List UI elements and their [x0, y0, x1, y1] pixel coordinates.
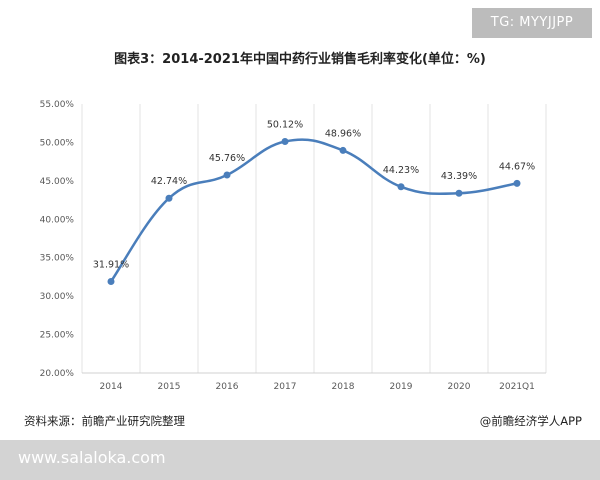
data-point [281, 138, 289, 146]
data-point [455, 189, 463, 197]
watermark-badge: TG: MYYJJPP [472, 8, 592, 38]
y-tick-label: 20.00% [40, 369, 75, 379]
data-label: 44.23% [383, 165, 419, 176]
data-label: 48.96% [325, 128, 361, 139]
source-note: 资料来源：前瞻产业研究院整理 [24, 414, 185, 428]
x-tick-label: 2017 [274, 382, 297, 392]
data-point [397, 183, 405, 191]
y-tick-label: 55.00% [40, 100, 75, 110]
y-tick-label: 30.00% [40, 292, 75, 302]
data-point [107, 277, 115, 285]
site-url: www.salaloka.com [18, 448, 166, 467]
x-tick-label: 2015 [158, 382, 181, 392]
y-tick-label: 40.00% [40, 215, 75, 225]
x-tick-label: 2020 [448, 382, 471, 392]
line-chart: 20.00% 25.00% 30.00% 35.00% 40.00% 45.00% 50.0… [40, 100, 547, 392]
y-tick-label: 50.00% [40, 138, 75, 148]
data-point [513, 179, 521, 187]
y-tick-label: 45.00% [40, 177, 75, 187]
x-tick-label: 2016 [216, 382, 239, 392]
data-label: 31.91% [93, 259, 129, 270]
chart-title: 图表3：2014-2021年中国中药行业销售毛利率变化(单位：%) [114, 52, 486, 67]
x-tick-label: 2014 [100, 382, 123, 392]
data-point [223, 171, 231, 179]
data-label: 44.67% [499, 161, 535, 172]
y-tick-label: 35.00% [40, 254, 75, 264]
data-label: 43.39% [441, 171, 477, 182]
data-label: 50.12% [267, 120, 303, 131]
y-tick-label: 25.00% [40, 331, 75, 341]
credit-note: @前瞻经济学人APP [479, 414, 582, 428]
x-tick-label: 2021Q1 [499, 382, 535, 392]
data-label: 42.74% [151, 176, 187, 187]
data-point [165, 194, 173, 202]
x-tick-label: 2018 [332, 382, 355, 392]
data-label: 45.76% [209, 153, 245, 164]
x-tick-label: 2019 [390, 382, 413, 392]
data-point [339, 146, 347, 154]
footer-bar: www.salaloka.com [0, 440, 600, 480]
